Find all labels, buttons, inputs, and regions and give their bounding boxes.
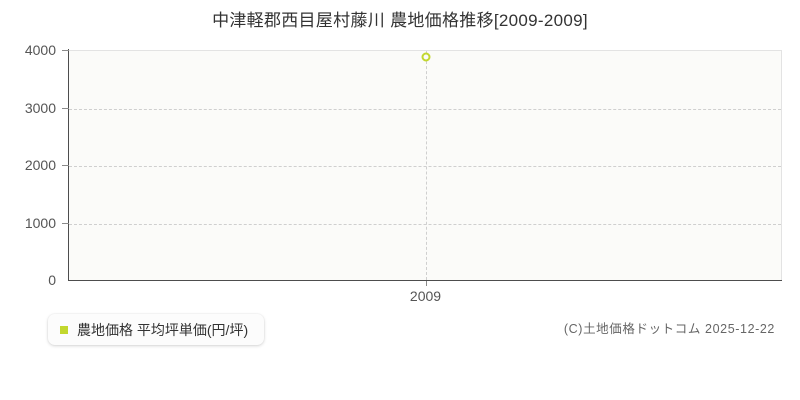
y-axis-tick	[62, 165, 69, 166]
gridline-horizontal	[69, 223, 781, 225]
y-axis-tick	[62, 222, 69, 224]
data-point-marker[interactable]	[421, 52, 430, 62]
x-axis-line	[68, 280, 782, 281]
y-axis-tick-label: 2000	[24, 157, 56, 173]
y-axis-tick-label: 4000	[24, 42, 56, 58]
y-axis-tick-label: 1000	[24, 214, 56, 231]
chart-legend[interactable]: 農地価格 平均坪単価(円/坪)	[48, 314, 265, 345]
y-axis-tick-label: 3000	[24, 99, 56, 116]
gridline-horizontal	[69, 108, 781, 110]
gridline-horizontal	[69, 166, 781, 167]
y-axis-tick-label: 0	[48, 272, 56, 288]
legend-swatch-icon	[60, 325, 68, 334]
y-axis-tick	[62, 107, 69, 109]
chart-title-text: 中津軽郡西目屋村藤川 農地価格推移[2009-2009]	[212, 11, 588, 30]
x-axis-tick-label: 2009	[409, 288, 442, 304]
plot-area	[69, 50, 782, 280]
x-axis-tick	[425, 281, 427, 286]
legend-item-label: 農地価格 平均坪単価(円/坪)	[77, 321, 249, 338]
gridline-vertical	[425, 51, 427, 280]
copyright-notice: (C)土地価格ドットコム 2025-12-22	[563, 322, 775, 336]
y-axis-tick	[62, 50, 69, 51]
chart-title: 中津軽郡西目屋村藤川 農地価格推移[2009-2009]	[0, 6, 800, 31]
